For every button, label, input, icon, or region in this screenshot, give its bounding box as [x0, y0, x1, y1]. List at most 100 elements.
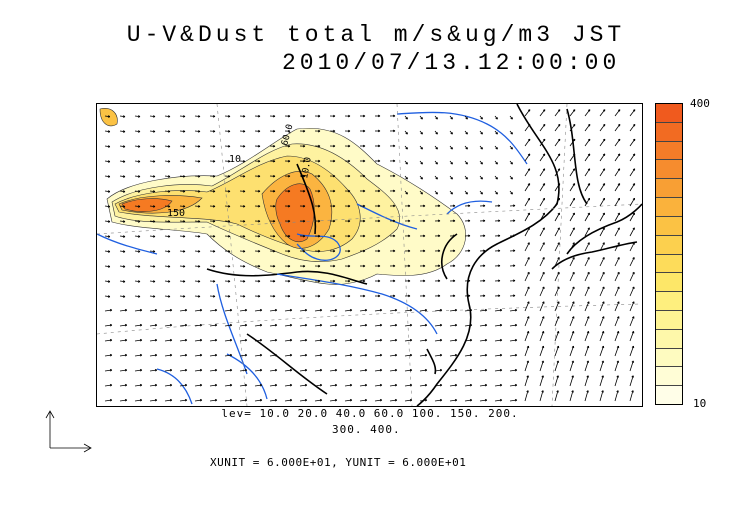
wind-arrow-head: [513, 294, 516, 296]
wind-arrow-head: [483, 204, 486, 207]
wind-arrow: [134, 399, 142, 402]
wind-arrow-head: [364, 338, 368, 341]
wind-arrow-head: [303, 144, 306, 147]
wind-arrow-head: [153, 160, 156, 162]
wind-arrow-head: [288, 159, 291, 162]
wind-arrow-head: [364, 383, 368, 386]
wind-arrow-head: [244, 353, 248, 356]
wind-arrow: [314, 369, 322, 372]
wind-arrow-head: [244, 323, 248, 326]
wind-arrow-head: [333, 114, 336, 117]
wind-arrow-head: [259, 323, 263, 326]
wind-arrow-head: [169, 353, 173, 356]
wind-arrow: [629, 138, 636, 147]
wind-arrow-head: [273, 249, 276, 252]
wind-arrow-head: [394, 308, 398, 311]
wind-arrow-head: [304, 368, 308, 371]
wind-arrow-head: [319, 323, 323, 326]
wind-arrow-head: [499, 398, 503, 401]
wind-arrow: [374, 369, 382, 372]
wind-arrow-head: [319, 338, 323, 341]
wind-arrow-head: [557, 138, 561, 141]
wind-arrow-head: [303, 249, 306, 252]
wind-arrow-head: [138, 115, 141, 117]
wind-arrow: [104, 339, 112, 342]
wind-arrow-head: [153, 205, 156, 207]
wind-arrow-head: [378, 264, 381, 267]
wind-arrow-head: [527, 271, 530, 274]
wind-arrow-head: [363, 174, 366, 177]
wind-arrow-head: [484, 353, 488, 356]
wind-arrow: [599, 331, 604, 342]
wind-arrow: [449, 384, 457, 387]
wind-arrow-head: [259, 398, 263, 401]
wind-arrow-head: [438, 219, 441, 222]
wind-arrow-head: [586, 360, 589, 363]
wind-arrow: [569, 331, 574, 342]
wind-arrow-head: [364, 353, 368, 356]
wind-arrow-head: [198, 160, 201, 162]
wind-arrow: [374, 339, 382, 342]
wind-arrow: [134, 369, 142, 372]
wind-arrow: [584, 257, 590, 267]
wind-arrow-head: [483, 294, 486, 297]
wind-arrow-head: [556, 330, 559, 333]
wind-arrow: [194, 399, 202, 402]
wind-arrow-head: [484, 383, 488, 386]
wind-arrow: [614, 345, 619, 357]
wind-arrow-head: [124, 398, 128, 401]
wind-arrow-head: [288, 144, 291, 147]
wind-arrow: [554, 375, 559, 387]
wind-arrow-head: [213, 264, 216, 267]
wind-arrow: [464, 399, 472, 402]
wind-arrow-head: [469, 338, 473, 341]
wind-arrow-head: [168, 235, 171, 237]
wind-arrow: [524, 257, 530, 267]
wind-arrow-head: [557, 271, 560, 274]
wind-arrow-head: [527, 242, 530, 245]
wind-arrow-head: [123, 175, 126, 178]
wind-arrow-head: [303, 129, 306, 132]
wind-arrow-head: [454, 383, 458, 386]
wind-arrow: [284, 384, 292, 387]
wind-arrow-head: [258, 219, 261, 222]
wind-arrow-head: [363, 264, 366, 267]
wind-arrow-head: [469, 323, 473, 326]
wind-arrow-head: [363, 249, 366, 252]
wind-arrow-head: [557, 286, 560, 289]
wind-arrow: [194, 309, 202, 312]
wind-arrow-head: [527, 153, 530, 156]
wind-arrow: [494, 354, 502, 357]
wind-arrow: [449, 324, 457, 327]
wind-arrow-head: [378, 174, 381, 177]
wind-arrow-head: [243, 189, 246, 192]
wind-arrow: [179, 309, 187, 312]
wind-arrow-head: [571, 330, 574, 333]
wind-arrow-head: [304, 308, 308, 311]
wind-arrow-head: [153, 190, 156, 192]
coastlines: [206, 104, 642, 406]
wind-arrow-head: [498, 264, 501, 267]
wind-arrow-head: [123, 220, 126, 223]
wind-arrow-head: [168, 175, 171, 177]
colorbar-segment: [656, 160, 682, 180]
wind-arrow-head: [571, 375, 574, 378]
wind-arrow-head: [303, 279, 306, 282]
wind-arrow: [569, 153, 576, 162]
wind-arrow-head: [333, 294, 336, 297]
wind-arrow: [554, 227, 560, 237]
wind-arrow: [584, 316, 590, 327]
wind-arrow: [359, 384, 367, 387]
wind-arrow-head: [601, 360, 604, 363]
wind-arrow-head: [632, 153, 635, 156]
wind-arrow-head: [632, 286, 635, 289]
wind-arrow-head: [108, 175, 111, 178]
wind-arrow: [389, 384, 397, 387]
wind-arrow: [539, 153, 546, 162]
wind-arrow-head: [438, 249, 441, 252]
wind-arrow-head: [318, 189, 321, 192]
wind-arrow: [584, 124, 591, 132]
wind-arrow-head: [468, 279, 471, 282]
wind-arrow-head: [378, 279, 381, 282]
wind-arrow: [434, 324, 442, 327]
